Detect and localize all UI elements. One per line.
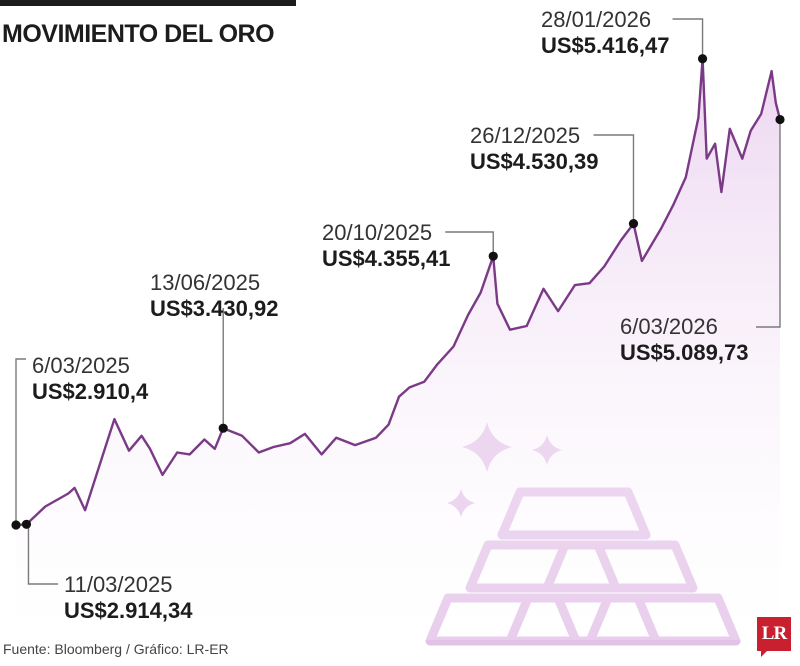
lr-logo: LR (757, 617, 791, 657)
annotation-leader-5 (593, 134, 635, 224)
source-note: Fuente: Bloomberg / Gráfico: LR-ER (3, 641, 229, 657)
annotation-price-5: US$4.530,39 (470, 149, 598, 174)
annotation-point-2 (21, 519, 32, 529)
annotation-leader-4 (445, 231, 494, 257)
annotation-price-6: US$5.416,47 (541, 33, 669, 58)
chart-title: MOVIMIENTO DEL ORO (2, 20, 275, 48)
annotation-price-4: US$4.355,41 (322, 246, 450, 271)
annotation-point-7 (775, 114, 785, 125)
annotation-date-5: 26/12/2025 (470, 123, 580, 148)
annotation-leader-6 (672, 18, 704, 59)
annotation-date-1: 6/03/2025 (32, 353, 130, 378)
annotation-point-5 (628, 219, 639, 229)
annotation-point-4 (488, 251, 498, 261)
annotation-leader-7 (756, 119, 781, 328)
annotation-date-4: 20/10/2025 (322, 220, 432, 245)
annotation-date-6: 28/01/2026 (541, 7, 651, 32)
annotation-point-1 (11, 520, 21, 530)
annotation-point-6 (697, 54, 708, 64)
annotation-price-7: US$5.089,73 (620, 340, 748, 365)
annotation-price-2: US$2.914,34 (64, 598, 193, 623)
annotation-price-1: US$2.910,4 (32, 379, 149, 404)
price-area (16, 58, 780, 641)
annotation-date-7: 6/03/2026 (620, 314, 718, 339)
annotation-leader-2 (27, 526, 58, 585)
annotation-price-3: US$3.430,92 (150, 296, 278, 321)
annotation-date-2: 11/03/2025 (64, 572, 172, 597)
title-top-bar (0, 0, 296, 6)
annotation-leader-1 (15, 358, 26, 526)
annotation-date-3: 13/06/2025 (150, 270, 260, 295)
annotation-point-3 (218, 423, 228, 433)
